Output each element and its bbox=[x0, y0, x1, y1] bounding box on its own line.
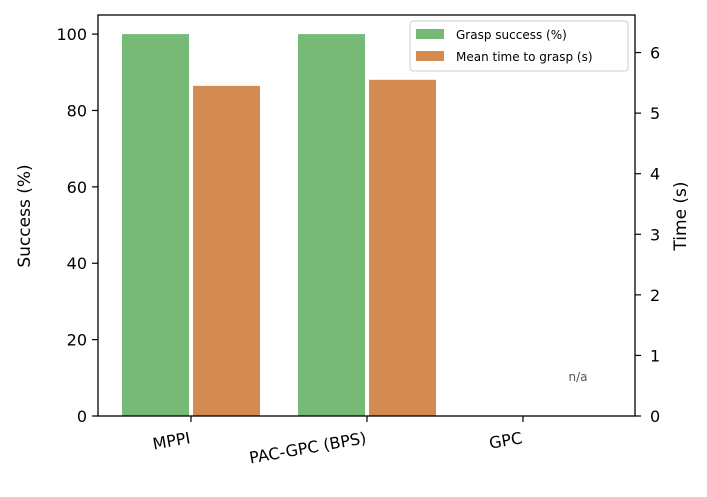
bar-time-pac-gpc-bps bbox=[369, 79, 436, 416]
x-axis-ticks: MPPI PAC-GPC (BPS) GPC bbox=[151, 416, 524, 467]
bar-time-mppi bbox=[193, 85, 260, 416]
y2-tick-label: 0 bbox=[650, 407, 660, 426]
y2-tick-label: 6 bbox=[650, 44, 660, 63]
y2-axis-label: Time (s) bbox=[671, 181, 691, 251]
y-tick-label: 40 bbox=[67, 254, 87, 273]
right-axis-ticks: 0 1 2 3 4 5 6 bbox=[635, 44, 660, 426]
x-tick-label: MPPI bbox=[151, 428, 192, 453]
legend-label-time: Mean time to grasp (s) bbox=[456, 50, 593, 64]
y2-tick-label: 1 bbox=[650, 346, 660, 365]
y-tick-label: 80 bbox=[67, 101, 87, 120]
bar-success-pac-gpc-bps bbox=[298, 34, 365, 416]
y2-tick-label: 3 bbox=[650, 225, 660, 244]
y-tick-label: 100 bbox=[56, 25, 87, 44]
x-tick-label: PAC-GPC (BPS) bbox=[248, 428, 368, 467]
y-tick-label: 20 bbox=[67, 331, 87, 350]
legend-label-success: Grasp success (%) bbox=[456, 28, 567, 42]
y-axis-label: Success (%) bbox=[15, 164, 35, 267]
legend-swatch-success bbox=[416, 29, 444, 39]
legend: Grasp success (%) Mean time to grasp (s) bbox=[409, 20, 629, 72]
bars-group bbox=[122, 34, 436, 416]
legend-swatch-time bbox=[416, 51, 444, 61]
plot-frame bbox=[97, 14, 636, 417]
y2-tick-label: 4 bbox=[650, 165, 660, 184]
x-tick-label: GPC bbox=[488, 428, 524, 452]
y-tick-label: 60 bbox=[67, 178, 87, 197]
legend-box bbox=[409, 20, 629, 72]
y2-tick-label: 2 bbox=[650, 286, 660, 305]
annotation-na: n/a bbox=[568, 370, 587, 384]
y-tick-label: 0 bbox=[77, 407, 87, 426]
bar-success-mppi bbox=[122, 34, 189, 416]
y2-tick-label: 5 bbox=[650, 104, 660, 123]
left-axis-ticks: 0 20 40 60 80 100 bbox=[56, 25, 98, 426]
